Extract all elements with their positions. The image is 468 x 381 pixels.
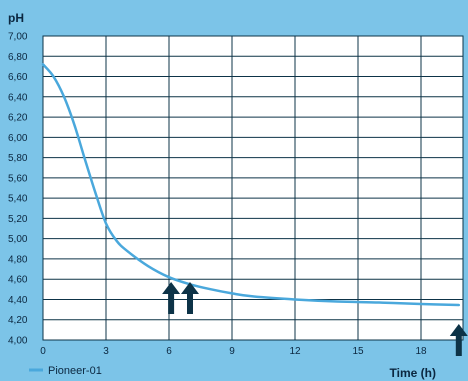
y-tick-label: 6,00 <box>8 133 28 144</box>
up-arrow-icon <box>181 282 199 314</box>
x-tick-label: 12 <box>289 346 301 357</box>
y-tick-label: 6,60 <box>8 72 28 83</box>
x-tick-label: 15 <box>352 346 364 357</box>
y-tick-label: 7,00 <box>8 32 28 43</box>
up-arrow-icon <box>162 282 181 314</box>
x-tick-label: 18 <box>415 346 427 357</box>
up-arrow-icon <box>449 324 468 356</box>
y-tick-label: 5,20 <box>8 214 28 225</box>
x-tick-label: 9 <box>229 346 235 357</box>
y-tick-label: 5,80 <box>8 153 28 164</box>
y-axis-title: pH <box>8 11 24 25</box>
grid-lines <box>42 35 463 341</box>
marker-layer <box>162 282 468 356</box>
y-tick-label: 5,40 <box>8 194 28 205</box>
y-tick-label: 4,20 <box>8 315 28 326</box>
x-tick-label: 3 <box>103 346 109 357</box>
y-tick-label: 6,40 <box>8 92 28 103</box>
x-axis-title: Time (h) <box>390 366 436 380</box>
y-tick-label: 4,60 <box>8 275 28 286</box>
x-tick-labels: 0 3 6 9 12 15 18 <box>40 346 427 357</box>
y-tick-label: 5,60 <box>8 173 28 184</box>
y-tick-labels: 4,00 4,20 4,40 4,60 4,80 5,00 5,20 5,40 5,60 5,80… <box>8 32 28 347</box>
series-layer <box>41 63 461 307</box>
y-tick-label: 6,20 <box>8 113 28 124</box>
legend: Pioneer-01 <box>29 365 102 377</box>
y-tick-label: 4,80 <box>8 254 28 265</box>
y-tick-label: 4,00 <box>8 336 28 347</box>
legend-label: Pioneer-01 <box>48 365 102 377</box>
x-tick-label: 0 <box>40 346 46 357</box>
y-tick-label: 4,40 <box>8 295 28 306</box>
y-tick-label: 5,00 <box>8 234 28 245</box>
plot-area <box>42 35 464 341</box>
x-tick-label: 6 <box>166 346 172 357</box>
series-line-pioneer-01 <box>41 63 461 307</box>
y-tick-label: 6,80 <box>8 52 28 63</box>
